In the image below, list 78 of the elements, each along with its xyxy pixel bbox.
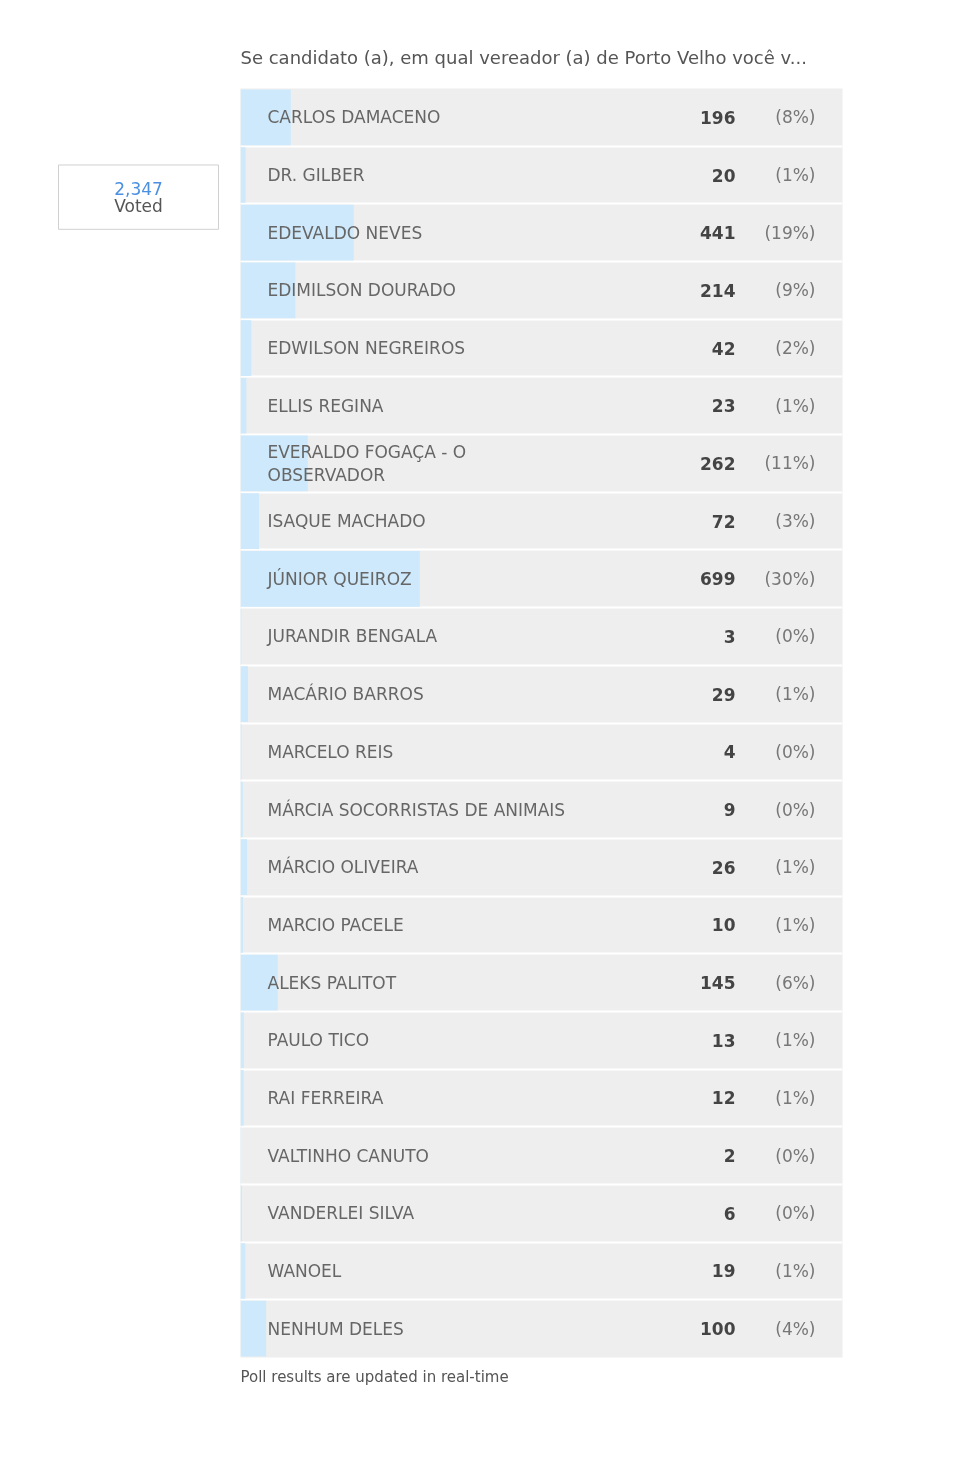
bar [240, 493, 259, 549]
data-label: 4 [723, 742, 736, 763]
annotation: (1%) [775, 857, 816, 878]
annotation: (3%) [775, 511, 816, 532]
y-tick-label: NENHUM DELES [267, 1318, 404, 1339]
annotation: (0%) [775, 1203, 816, 1224]
y-tick-label: VALTINHO CANUTO [267, 1145, 429, 1166]
annotation: (0%) [775, 1145, 816, 1166]
bar [240, 1070, 244, 1126]
annotation: (4%) [775, 1318, 816, 1339]
data-label: 699 [700, 569, 736, 590]
y-tick-label: RAI FERREIRA [267, 1087, 384, 1108]
bar [240, 550, 420, 607]
y-tick-label: EVERALDO FOGAÇA - O OBSERVADOR [267, 441, 467, 485]
data-label: 3 [723, 626, 736, 647]
y-tick-label: JÚNIOR QUEIROZ [266, 567, 412, 589]
y-tick-label: ALEKS PALITOT [267, 972, 397, 993]
y-tick-label: ISAQUE MACHADO [267, 511, 426, 532]
annotation: (1%) [775, 165, 816, 186]
y-tick-label: DR. GILBER [267, 165, 365, 186]
data-label: 9 [723, 800, 736, 821]
annotation: (0%) [775, 626, 816, 647]
y-tick-label: MARCELO REIS [267, 741, 394, 762]
bar [240, 1300, 267, 1357]
annotation: (8%) [775, 107, 816, 128]
data-label: 13 [711, 1030, 736, 1051]
bar [240, 839, 248, 896]
data-label: 26 [711, 857, 736, 878]
data-label: 20 [711, 165, 736, 186]
data-label: 42 [711, 338, 736, 359]
y-tick-label: EDIMILSON DOURADO [267, 280, 456, 301]
chart-title: Se candidato (a), em qual vereador (a) de Porto Velho você v... [240, 47, 807, 68]
data-label: 23 [711, 396, 736, 417]
annotation: (1%) [775, 684, 816, 705]
y-tick-label: EDEVALDO NEVES [267, 222, 423, 243]
annotation: (1%) [775, 914, 816, 935]
data-label: 6 [723, 1203, 736, 1224]
annotation: (2%) [775, 338, 816, 359]
annotation: (1%) [775, 1087, 816, 1108]
annotation: (1%) [775, 1030, 816, 1051]
data-label: 10 [711, 915, 736, 936]
annotation: (11%) [764, 453, 816, 474]
data-label: 214 [700, 280, 736, 301]
data-label: 19 [711, 1261, 736, 1282]
y-tick-label: ELLIS REGINA [267, 395, 384, 416]
annotation: (0%) [775, 741, 816, 762]
y-tick-label: MÁRCIO OLIVEIRA [267, 856, 419, 878]
y-tick-label: CARLOS DAMACENO [267, 107, 441, 128]
data-label: 72 [711, 511, 736, 532]
bar [240, 1012, 244, 1069]
annotation: (6%) [775, 972, 816, 993]
y-tick-label: MÁRCIA SOCORRISTAS DE ANIMAIS [267, 798, 566, 820]
text: Poll results are updated in real-time [240, 1367, 509, 1386]
y-tick-label: MACÁRIO BARROS [267, 683, 424, 705]
y-tick-label: PAULO TICO [267, 1030, 370, 1051]
annotation: (30%) [764, 568, 816, 589]
bar [240, 320, 252, 376]
annotation: (1%) [775, 1260, 816, 1281]
annotation: (19%) [764, 222, 816, 243]
annotation: (1%) [775, 395, 816, 416]
y-tick-label: WANOEL [267, 1260, 342, 1281]
data-label: 441 [700, 223, 736, 244]
data-label: 12 [711, 1088, 736, 1109]
data-label: 29 [711, 684, 736, 705]
data-label: 196 [700, 107, 736, 128]
bar [240, 147, 246, 203]
data-label: 262 [700, 453, 736, 474]
y-tick-label: VANDERLEI SILVA [267, 1203, 415, 1224]
y-tick-label: JURANDIR BENGALA [266, 626, 438, 647]
data-label: 2 [723, 1146, 736, 1167]
annotation: (9%) [775, 280, 816, 301]
data-label: 145 [700, 973, 736, 994]
annotation: (0%) [775, 799, 816, 820]
text: 2,347 [114, 178, 163, 199]
y-tick-label: EDWILSON NEGREIROS [267, 338, 466, 359]
data-label: 100 [700, 1319, 736, 1340]
bar [240, 666, 248, 722]
y-tick-label: MARCIO PACELE [267, 914, 404, 935]
